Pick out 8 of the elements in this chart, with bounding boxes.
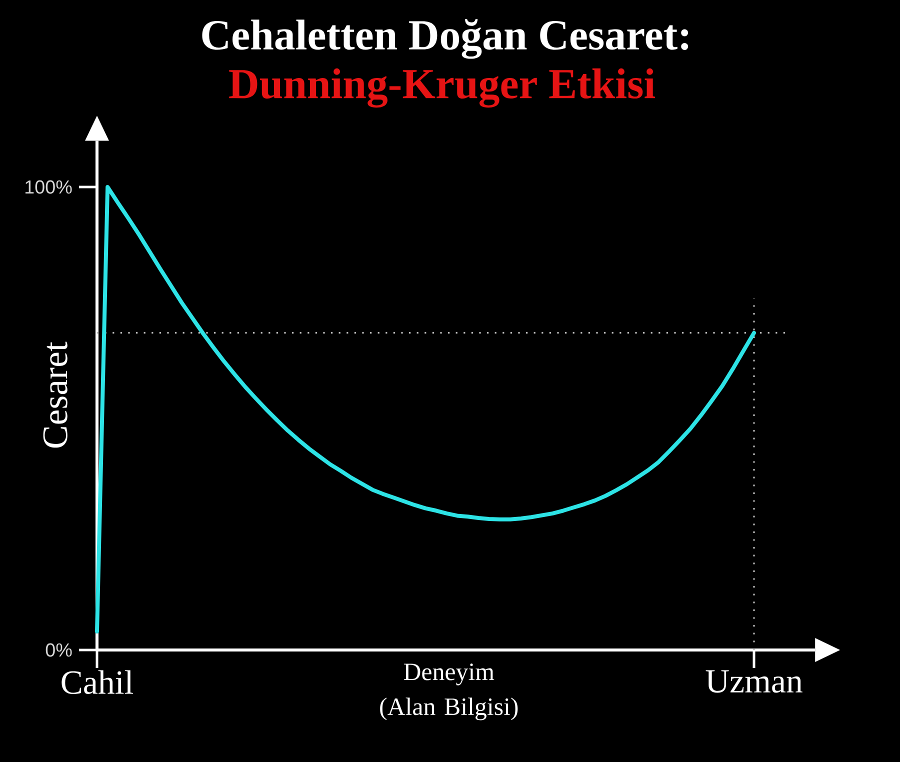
chart-subtitle: Dunning-Kruger Etkisi <box>229 68 656 108</box>
y-axis-title: Cesaret <box>43 342 68 448</box>
x-tick-label: Cahil <box>62 670 134 694</box>
x-axis-title: Deneyim (Alan Bilgisi) <box>380 664 518 720</box>
chart-title: Cehaletten Doğan Cesaret: <box>202 19 688 59</box>
x-tick-label: Uzman <box>706 670 802 693</box>
y-tick-label: 0% <box>46 643 72 657</box>
y-tick-label: 100% <box>26 180 72 194</box>
